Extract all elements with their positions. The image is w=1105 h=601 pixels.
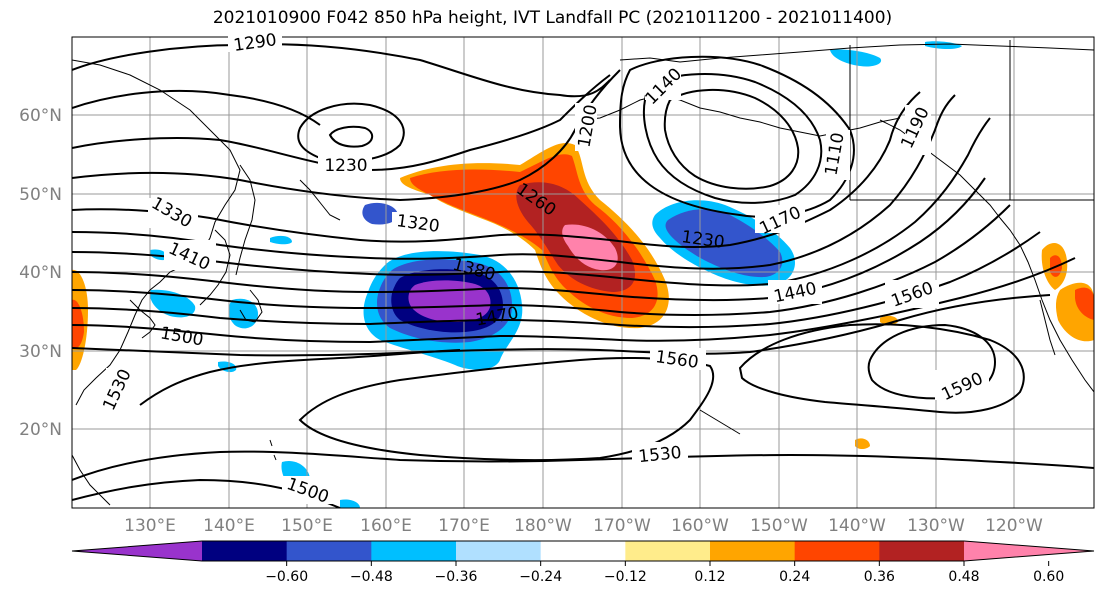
lon-label: 180°W — [514, 516, 572, 536]
colorbar-segment — [456, 541, 542, 561]
colorbar — [71, 540, 1095, 562]
lon-label: 170°W — [593, 516, 651, 536]
colorbar-segment — [710, 541, 796, 561]
colorbar-tick-label: −0.36 — [435, 569, 478, 585]
lon-label: 160°E — [360, 516, 412, 536]
contour-label: 1530 — [637, 443, 682, 467]
negative-anomaly-gulf-of-alaska — [652, 200, 795, 286]
colorbar-segment — [540, 541, 626, 561]
contour-label: 1230 — [324, 156, 367, 176]
lat-label: 20°N — [19, 420, 62, 440]
lon-label: 130°W — [907, 516, 965, 536]
colorbar-tick-label: 0.60 — [1033, 569, 1064, 585]
colorbar-tick-label: 0.24 — [779, 569, 810, 585]
colorbar-segment — [202, 541, 288, 561]
lon-label: 160°W — [671, 516, 729, 536]
colorbar-tick-label: −0.60 — [265, 569, 308, 585]
colorbar-segment — [625, 541, 711, 561]
colorbar-segment — [286, 541, 372, 561]
lat-label: 40°N — [19, 263, 62, 283]
colorbar-extend-min — [72, 541, 202, 561]
colorbar-tick-label: 0.12 — [694, 569, 725, 585]
negative-anomaly-japan — [149, 41, 962, 508]
colorbar-outline — [71, 540, 1095, 562]
figure-title: 2021010900 F042 850 hPa height, IVT Land… — [212, 8, 893, 28]
lon-label: 150°W — [750, 516, 808, 536]
lon-label: 140°W — [828, 516, 886, 536]
map-frame — [71, 36, 1095, 509]
colorbar-tick-label: −0.48 — [350, 569, 393, 585]
colorbar-segment — [879, 541, 965, 561]
colorbar-tick-label: −0.12 — [604, 569, 647, 585]
lat-label: 50°N — [19, 185, 62, 205]
colorbar-segment — [794, 541, 880, 561]
colorbar-ticks: −0.60 −0.48 −0.36 −0.24 −0.12 0.12 0.24 0.36 0.4… — [265, 561, 1064, 585]
longitude-labels: 130°E 140°E 150°E 160°E 170°E 180°W 170°… — [124, 516, 1043, 536]
height-contours — [72, 43, 1094, 508]
lat-label: 30°N — [19, 342, 62, 362]
colorbar-tick-label: 0.48 — [948, 569, 979, 585]
lon-label: 150°E — [281, 516, 333, 536]
colorbar-tick-label: 0.36 — [864, 569, 895, 585]
lon-label: 140°E — [203, 516, 255, 536]
colorbar-segment — [371, 541, 457, 561]
lon-label: 130°E — [124, 516, 176, 536]
lat-label: 60°N — [19, 106, 62, 126]
lon-label: 120°W — [985, 516, 1043, 536]
map-content — [72, 37, 1094, 508]
latitude-labels: 60°N 50°N 40°N 30°N 20°N — [19, 106, 62, 440]
colorbar-extend-max — [964, 541, 1094, 561]
lon-label: 170°E — [438, 516, 490, 536]
colorbar-tick-label: −0.24 — [519, 569, 562, 585]
positive-anomaly-west-coast — [72, 243, 1094, 449]
